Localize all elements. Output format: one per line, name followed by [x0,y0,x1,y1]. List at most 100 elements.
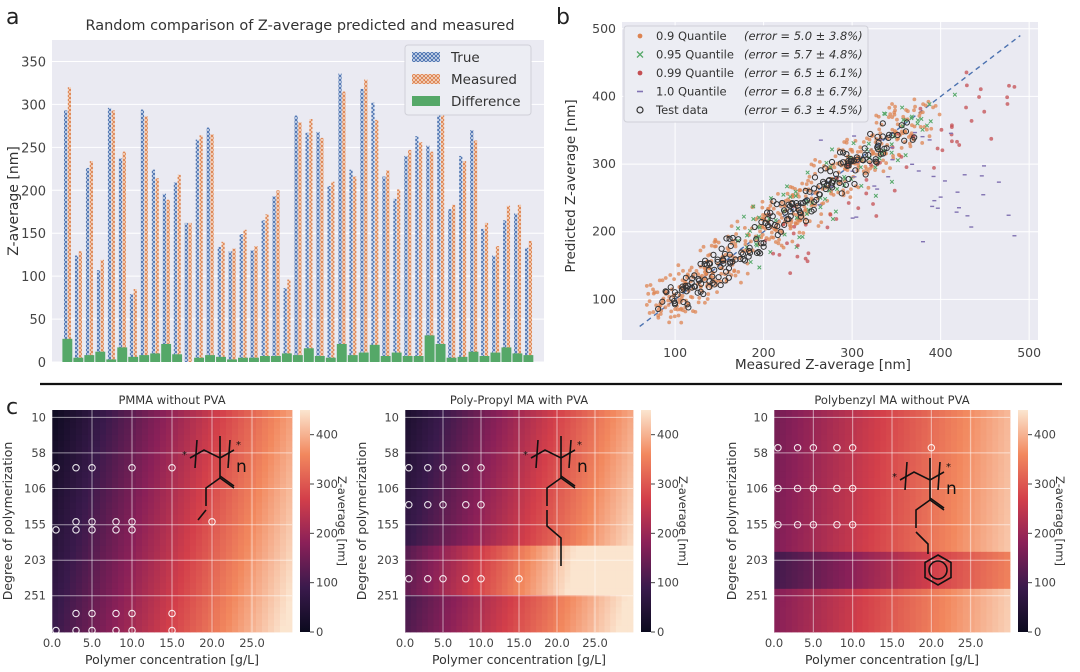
scatter-point [793,193,798,199]
heatmap-cell [462,422,469,429]
heatmap-cell [184,422,191,429]
heatmap-cell [536,527,543,534]
scatter-point [866,169,870,174]
heatmap-cell [238,533,245,540]
heatmap-cell [427,619,434,627]
heatmap-cell [779,453,787,460]
heatmap-cell [450,484,457,491]
heatmap-cell [196,619,203,627]
heatmap-cell [462,514,469,522]
heatmap-cell [496,527,503,534]
scatter-point [690,295,695,300]
heatmap-cell [479,576,486,584]
heatmap-cell [450,533,457,540]
molecule-bracket [535,439,539,469]
heatmap-cell [166,539,173,547]
heatmap-cell [915,496,922,503]
heatmap-cell [892,514,899,522]
heatmap-cell [244,533,251,540]
heatmap-cell [88,410,95,417]
scatter-point [691,283,698,290]
heatmap-cell [64,551,71,559]
heatmap-cell [785,465,793,473]
heatmap-cell [856,502,863,510]
heatmap-cell [410,545,417,553]
heatmap-cell [142,588,149,596]
heatmap-cell [564,619,571,627]
heatmap-cell [909,428,916,436]
heatmap-cell [968,484,975,491]
heatmap-cell [903,527,911,534]
heatmap-cell [945,502,952,510]
heatmap-cell [422,625,429,633]
heatmap-cell [190,601,197,608]
heatmap-cell [405,422,412,429]
scatter-point [851,180,858,188]
scatter-point [797,213,805,220]
heatmap-cell [154,477,161,485]
x-tick-label: 5.0 [434,636,452,650]
heatmap-cell [467,422,474,429]
heatmap-cell [490,459,497,466]
heatmap-cell [587,564,594,571]
heatmap-cell [524,428,531,436]
heatmap-cell [226,619,233,627]
heatmap-cell [815,428,822,436]
heatmap-cell [118,613,125,621]
heatmap-cell [604,484,611,491]
heatmap-cell [202,410,209,417]
heatmap-cell [974,477,981,485]
scatter-point [689,265,694,270]
heatmap-cell [915,422,922,429]
heatmap-cell [154,422,161,429]
bar-true [217,246,221,362]
heatmap-cell [909,471,916,479]
heatmap-cell [82,422,89,429]
heatmap-cell [558,625,565,633]
heatmap-cell [484,607,491,614]
heatmap-cell [154,440,161,448]
heatmap-cell [897,514,905,522]
heatmap-cell [196,422,203,429]
heatmap-cell [462,613,469,621]
bar-difference [128,356,139,362]
heatmap-cell [593,465,600,473]
heatmap-cell [208,447,215,454]
heatmap-cell [154,533,161,540]
heatmap-cell [927,447,934,454]
heatmap-cell [286,477,293,485]
heatmap-cell [992,527,999,534]
heatmap-cell [166,601,173,608]
y-axis-label: Z-average [nm] [6,146,22,256]
heatmap-cell [196,459,203,466]
heatmap-cell [541,619,548,627]
heatmap-cell [530,619,537,627]
scatter-point [865,152,872,159]
heatmap-cell [100,434,107,442]
heatmap-cell [433,514,440,522]
bar-true [85,167,90,362]
heatmap-cell [621,428,628,436]
molecule-structure: n** [182,436,247,521]
heatmap-cell [553,558,560,565]
scatter-point [883,145,890,152]
heatmap-cell [998,428,1005,436]
heatmap-cell [593,447,600,454]
colorbar [641,410,651,632]
heatmap-cell [244,459,251,466]
heatmap-cell [405,576,412,584]
heatmap-cell [903,422,911,429]
heatmap-cell [496,477,503,485]
heatmap-cell [232,601,239,608]
scatter-point [787,202,794,210]
heatmap-cell [220,447,227,454]
heatmap-cell [564,453,571,460]
heatmap-cell [897,508,905,516]
heatmap-cell [513,539,520,547]
heatmap-cell [484,447,491,454]
heatmap-cell [921,477,928,485]
heatmap-cell [190,410,197,417]
heatmap-cell [862,502,869,510]
scatter-point [950,139,954,144]
heatmap-cell [462,453,469,460]
